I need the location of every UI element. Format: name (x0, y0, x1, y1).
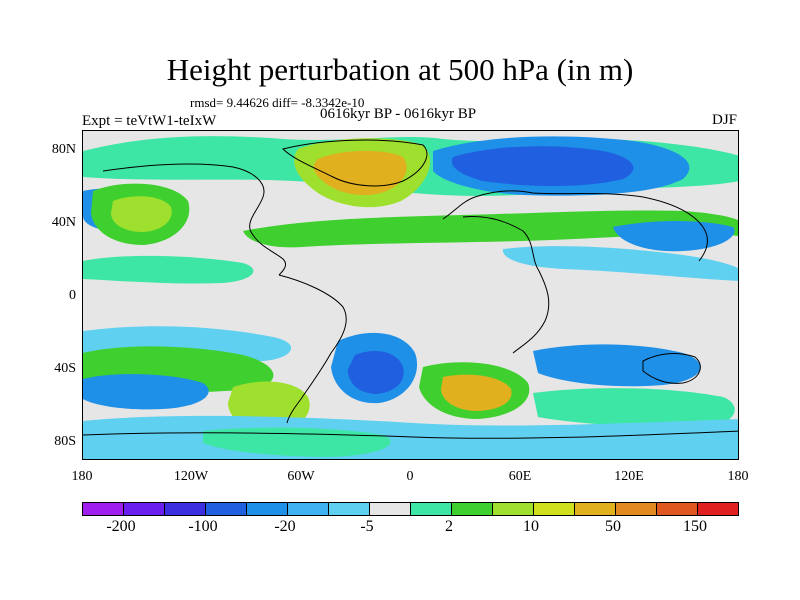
y-tick-label: 80S (54, 434, 76, 449)
colorbar-label: -200 (106, 518, 136, 535)
colorbar-swatch (329, 503, 370, 515)
colorbar-swatch (452, 503, 493, 515)
map-title: Height perturbation at 500 hPa (in m) (166, 52, 634, 87)
x-tick-label: 120W (173, 469, 209, 484)
colorbar-swatch (575, 503, 616, 515)
y-tick-label: 0 (69, 288, 76, 303)
colorbar-swatch (534, 503, 575, 515)
colorbar (82, 502, 739, 516)
colorbar-swatch (247, 503, 288, 515)
contour-positive-pacific-core (111, 196, 172, 232)
colorbar-swatch (616, 503, 657, 515)
x-tick-label: 120E (614, 469, 644, 484)
y-tick-label: 80N (51, 142, 76, 157)
x-tick-label: 60W (287, 469, 315, 484)
colorbar-label: 50 (605, 518, 621, 535)
x-tick-label: 0 (406, 469, 414, 484)
colorbar-swatch (206, 503, 247, 515)
colorbar-swatch (493, 503, 534, 515)
colorbar-label: 150 (683, 518, 707, 535)
colorbar-label: -100 (188, 518, 218, 535)
contour-positive-greenland-core (313, 150, 407, 196)
map-plot (82, 130, 739, 460)
contour-negative-s-atlantic-core (347, 351, 404, 394)
contour-positive-s-africa-core (441, 374, 512, 411)
colorbar-swatch (657, 503, 698, 515)
colorbar-swatch (698, 503, 738, 515)
y-tick-label: 40N (51, 215, 76, 230)
colorbar-swatch (83, 503, 124, 515)
colorbar-label: -5 (360, 518, 374, 535)
x-tick-label: 180 (727, 469, 749, 484)
period-label: 0616kyr BP - 0616kyr BP (320, 106, 477, 122)
colorbar-swatch (288, 503, 329, 515)
contour-positive-midlat-band (243, 210, 738, 248)
contour-negative-siberia-core (451, 146, 634, 186)
x-tick-label: 60E (508, 469, 532, 484)
colorbar-swatch (124, 503, 165, 515)
colorbar-label: -20 (274, 518, 296, 535)
contour-negative-sh-pacific (83, 374, 209, 410)
colorbar-label: 2 (445, 518, 453, 535)
stats-line: rmsd= 9.44626 diff= -8.3342e-10 (190, 95, 365, 110)
contour-positive-sh-east (533, 388, 735, 427)
colorbar-label: 10 (523, 518, 539, 535)
field-map (83, 131, 738, 459)
y-tick-label: 40S (54, 361, 76, 376)
colorbar-swatch (411, 503, 452, 515)
coastlines (83, 139, 738, 439)
colorbar-swatch (165, 503, 206, 515)
contour-negative-band-ne (502, 246, 738, 281)
season-label: DJF (712, 112, 738, 128)
x-tick-label: 180 (71, 469, 93, 484)
contour-positive-tropics-west (83, 255, 254, 284)
colorbar-swatch (370, 503, 411, 515)
experiment-label: Expt = teVtW1-teIxW (82, 113, 217, 129)
